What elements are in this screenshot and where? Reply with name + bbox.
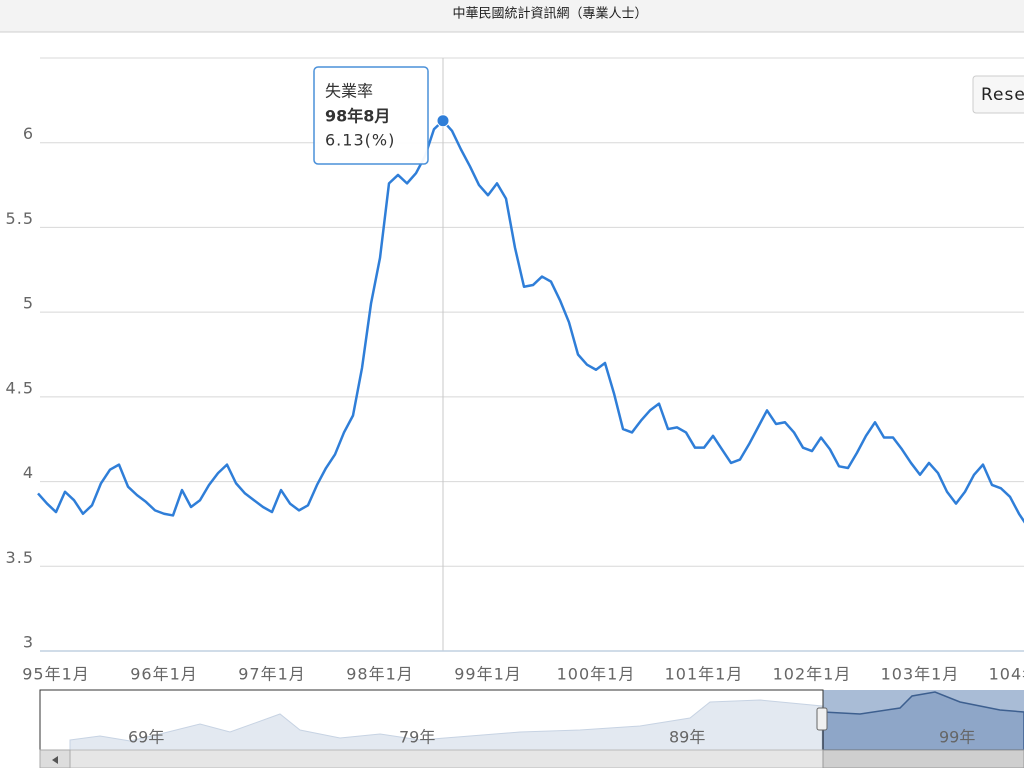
tooltip: 失業率 98年8月 6.13(%): [313, 66, 429, 165]
reset-button-box[interactable]: [972, 75, 1024, 114]
x-tick-label: 103年1月: [881, 665, 960, 684]
grid: 3 3.5 4 4.5 5 5.5 6 95年1月 96年1月 97年1月 98年1月 99年1月 10…: [6, 124, 1024, 684]
reset-button-label[interactable]: Reset zoom: [981, 85, 1024, 105]
line: [37, 119, 1024, 524]
y-tick-label: 3.5: [6, 548, 34, 567]
scrollbar-thumb[interactable]: [822, 749, 1024, 768]
y-tick-label: 3: [23, 633, 34, 652]
y-tick-label: 5: [23, 294, 34, 313]
x-tick-label: 102年1月: [773, 665, 852, 684]
tooltip-series: 失業率: [325, 82, 373, 101]
x-tick-label: 98年1月: [346, 665, 414, 684]
navigator-label: 89年: [669, 728, 705, 747]
navigator-label: 99年: [939, 728, 975, 747]
navigator-label: 69年: [128, 728, 164, 747]
x-tick-label: 100年1月: [557, 665, 636, 684]
hover-marker: [436, 114, 450, 128]
x-tick-label: 104年1月: [989, 665, 1024, 684]
y-tick-label: 4: [23, 463, 34, 482]
page-title: 中華民國統計資訊網（專業人士）: [452, 6, 647, 22]
navigator-area: [69, 699, 823, 751]
plot: [37, 114, 1024, 524]
title-bar: [0, 0, 1024, 32]
y-tick-label: 4.5: [6, 378, 34, 397]
x-tick-label: 95年1月: [22, 665, 90, 684]
navigator-label: 79年: [399, 728, 435, 747]
scroll-left-arrow: [52, 756, 58, 764]
tooltip-x: 98年8月: [325, 107, 390, 126]
navigator-handle[interactable]: [816, 707, 828, 731]
x-tick-label: 99年1月: [454, 665, 522, 684]
x-tick-label: 101年1月: [665, 665, 744, 684]
tooltip-box: [313, 66, 429, 165]
navigator: 69年 79年 89年 99年: [39, 689, 1024, 768]
y-tick-label: 6: [23, 124, 34, 143]
y-tick-label: 5.5: [6, 209, 34, 228]
reset-button[interactable]: Reset zoom: [972, 75, 1024, 114]
tooltip-value: 6.13(%): [325, 131, 395, 150]
x-tick-label: 96年1月: [130, 665, 198, 684]
x-tick-label: 97年1月: [238, 665, 306, 684]
